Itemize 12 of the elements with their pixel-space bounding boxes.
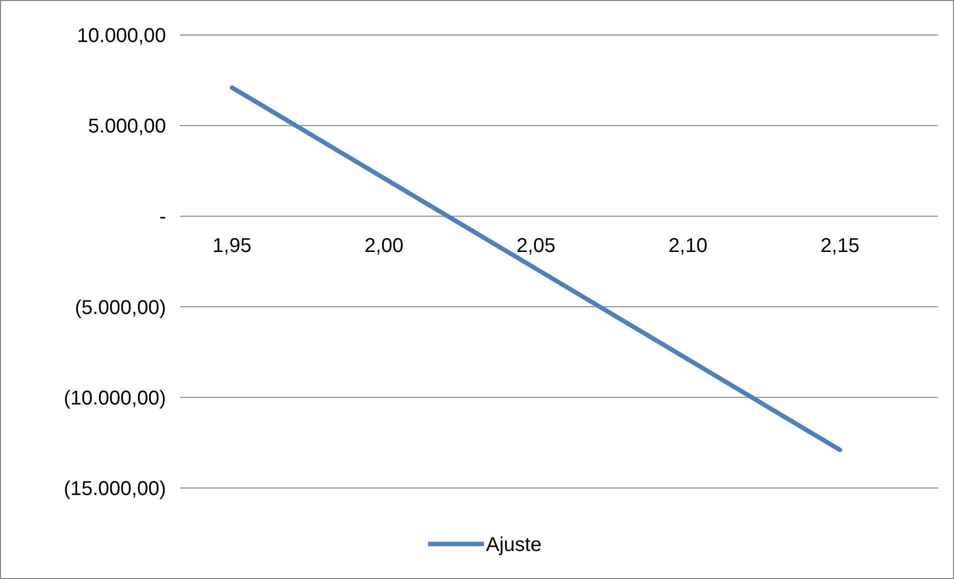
y-tick-label: (15.000,00): [64, 478, 166, 500]
x-tick-label: 2,10: [668, 235, 708, 258]
y-tick-label: (5.000,00): [74, 296, 166, 319]
y-tick-label: (10.000,00): [64, 387, 166, 410]
legend-label: Ajuste: [486, 534, 542, 556]
x-tick-label: 1,95: [212, 235, 252, 258]
y-tick-label: 10.000,00: [77, 25, 166, 47]
y-tick-label: 5.000,00: [88, 116, 166, 138]
x-tick-label: 2,05: [516, 235, 556, 258]
y-tick-label: -: [159, 206, 166, 228]
x-tick-label: 2,15: [820, 235, 860, 258]
x-tick-label: 2,00: [364, 235, 404, 258]
